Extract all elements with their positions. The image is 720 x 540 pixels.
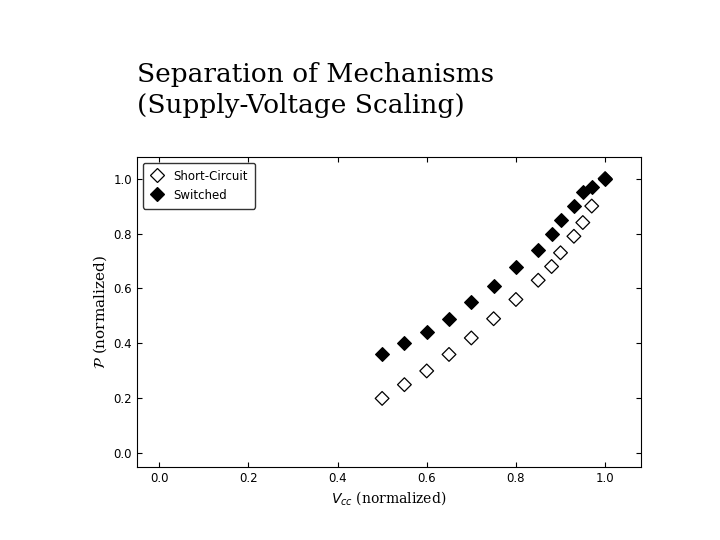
Switched: [444, 314, 455, 323]
Switched: [466, 298, 477, 307]
Switched: [586, 183, 598, 191]
Text: Page 45: Page 45: [657, 514, 704, 526]
Y-axis label: $\mathcal{P}$ (normalized): $\mathcal{P}$ (normalized): [91, 255, 109, 369]
Switched: [546, 229, 557, 238]
Short-Circuit: [444, 350, 455, 359]
Switched: [510, 262, 522, 271]
Switched: [399, 339, 410, 348]
Short-Circuit: [399, 380, 410, 389]
Short-Circuit: [533, 276, 544, 285]
Short-Circuit: [466, 334, 477, 342]
Short-Circuit: [546, 262, 557, 271]
Switched: [533, 246, 544, 254]
Short-Circuit: [568, 232, 580, 241]
Switched: [554, 215, 566, 224]
Short-Circuit: [421, 367, 433, 375]
Switched: [599, 174, 611, 183]
Short-Circuit: [599, 174, 611, 183]
Switched: [577, 188, 588, 197]
Legend: Short-Circuit, Switched: Short-Circuit, Switched: [143, 163, 255, 208]
Text: CHALMERS: CHALMERS: [16, 11, 126, 29]
Short-Circuit: [510, 295, 522, 304]
Text: Separation of Mechanisms
(Supply-Voltage Scaling): Separation of Mechanisms (Supply-Voltage…: [137, 62, 494, 118]
Switched: [568, 202, 580, 211]
Short-Circuit: [554, 248, 566, 257]
Short-Circuit: [488, 314, 500, 323]
Short-Circuit: [577, 218, 588, 227]
Switched: [377, 350, 388, 359]
Switched: [421, 328, 433, 337]
Switched: [488, 281, 500, 290]
Short-Circuit: [586, 202, 598, 211]
Text: Chalmers University of Technology: Chalmers University of Technology: [500, 14, 704, 26]
X-axis label: $V_{cc}$ (normalized): $V_{cc}$ (normalized): [331, 489, 446, 507]
Short-Circuit: [377, 394, 388, 403]
Text: FlexSoC Seminar Series – 2004-03-15: FlexSoC Seminar Series – 2004-03-15: [16, 514, 237, 526]
